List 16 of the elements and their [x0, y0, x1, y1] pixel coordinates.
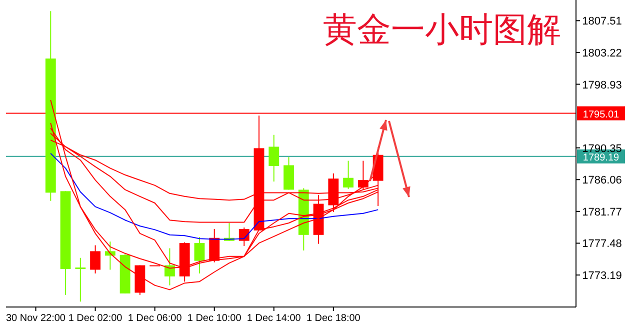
- y-tick-label: 1773.19: [582, 270, 622, 282]
- y-tick-label: 1786.06: [582, 174, 622, 187]
- x-tick-label: 1 Dec 06:00: [128, 313, 182, 324]
- x-tick-label: 1 Dec 14:00: [246, 313, 302, 324]
- ref-line-label: 1795.01: [582, 109, 620, 120]
- x-tick-label: 1 Dec 02:00: [68, 313, 123, 324]
- y-tick-label: 1798.93: [582, 79, 622, 92]
- x-tick-label: 1 Dec 18:00: [306, 313, 361, 324]
- x-tick-label: 1 Dec 10:00: [187, 313, 242, 324]
- ref-line-label: 1789.19: [582, 152, 620, 164]
- y-tick-label: 1777.48: [582, 238, 622, 250]
- y-tick-label: 1781.77: [582, 206, 622, 218]
- chart-title: 黄金一小时图解: [323, 11, 561, 49]
- y-tick-label: 1807.51: [582, 16, 622, 28]
- y-tick-label: 1803.22: [582, 47, 622, 60]
- x-tick-label: 30 Nov 22:00: [6, 313, 66, 324]
